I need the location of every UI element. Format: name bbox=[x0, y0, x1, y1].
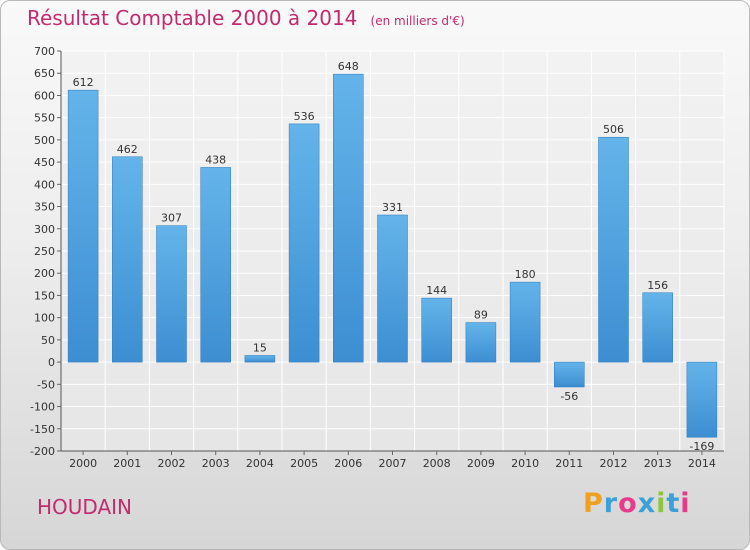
y-tick-label: -100 bbox=[30, 401, 55, 414]
value-label: 180 bbox=[515, 268, 536, 281]
y-tick-label: 350 bbox=[34, 201, 55, 214]
logo-letter: t bbox=[666, 488, 681, 519]
x-tick-label: 2011 bbox=[555, 457, 583, 470]
bar bbox=[598, 136, 629, 363]
y-tick-label: 200 bbox=[34, 267, 55, 280]
bar bbox=[156, 225, 187, 363]
x-tick-label: 2013 bbox=[644, 457, 672, 470]
x-tick-label: 2004 bbox=[246, 457, 274, 470]
chart-unit-text: (en milliers d'€) bbox=[370, 14, 465, 28]
value-label: 307 bbox=[161, 212, 182, 225]
bar bbox=[465, 322, 497, 363]
proxiti-logo: Proxiti bbox=[583, 488, 691, 519]
x-tick-label: 2000 bbox=[69, 457, 97, 470]
bar bbox=[244, 355, 276, 363]
value-label: -169 bbox=[689, 440, 714, 453]
y-tick-label: 0 bbox=[48, 356, 55, 369]
x-tick-label: 2005 bbox=[290, 457, 318, 470]
x-tick-label: 2010 bbox=[511, 457, 539, 470]
bar bbox=[112, 156, 143, 363]
y-tick-label: 100 bbox=[34, 312, 55, 325]
value-label: 462 bbox=[117, 143, 138, 156]
value-label: 438 bbox=[205, 153, 226, 166]
y-tick-label: 650 bbox=[34, 67, 55, 80]
value-label: 144 bbox=[426, 284, 447, 297]
bar bbox=[67, 89, 99, 363]
chart-title-text: Résultat Comptable 2000 à 2014 bbox=[27, 6, 358, 30]
x-tick-label: 2003 bbox=[202, 457, 230, 470]
y-tick-label: 400 bbox=[34, 178, 55, 191]
value-label: 506 bbox=[603, 123, 624, 136]
bar bbox=[686, 361, 718, 438]
value-label: 15 bbox=[253, 341, 267, 354]
y-tick-label: -150 bbox=[30, 423, 55, 436]
y-tick-label: 250 bbox=[34, 245, 55, 258]
logo-letter: x bbox=[637, 488, 657, 519]
x-tick-label: 2008 bbox=[423, 457, 451, 470]
bar bbox=[642, 292, 673, 363]
value-label: 89 bbox=[474, 309, 488, 322]
y-tick-label: 150 bbox=[34, 289, 55, 302]
bar bbox=[421, 297, 452, 363]
x-tick-label: 2006 bbox=[334, 457, 362, 470]
bar bbox=[288, 123, 320, 363]
y-tick-label: 550 bbox=[34, 112, 55, 125]
bar bbox=[377, 214, 408, 363]
x-tick-label: 2007 bbox=[379, 457, 407, 470]
y-tick-label: 450 bbox=[34, 156, 55, 169]
value-label: 536 bbox=[294, 110, 315, 123]
bar bbox=[200, 167, 231, 363]
value-label: -56 bbox=[560, 390, 578, 403]
logo-letter: r bbox=[603, 488, 619, 519]
bar bbox=[333, 73, 364, 363]
commune-name: HOUDAIN bbox=[37, 495, 133, 519]
logo-letter: i bbox=[656, 488, 667, 519]
y-tick-label: -50 bbox=[37, 378, 55, 391]
x-tick-label: 2009 bbox=[467, 457, 495, 470]
y-tick-label: 300 bbox=[34, 223, 55, 236]
y-tick-label: 700 bbox=[34, 45, 55, 58]
value-label: 156 bbox=[647, 279, 668, 292]
logo-letter: o bbox=[618, 488, 638, 519]
bar bbox=[554, 361, 585, 388]
logo-letter: P bbox=[583, 488, 604, 519]
y-tick-label: 600 bbox=[34, 89, 55, 102]
x-tick-label: 2012 bbox=[600, 457, 628, 470]
y-tick-label: -200 bbox=[30, 445, 55, 458]
x-tick-label: 2014 bbox=[688, 457, 716, 470]
logo-letter: i bbox=[680, 488, 691, 519]
y-tick-label: 500 bbox=[34, 134, 55, 147]
x-tick-label: 2001 bbox=[113, 457, 141, 470]
y-tick-label: 50 bbox=[41, 334, 55, 347]
x-tick-label: 2002 bbox=[158, 457, 186, 470]
value-label: 648 bbox=[338, 60, 359, 73]
bar bbox=[509, 281, 541, 363]
value-label: 612 bbox=[73, 76, 94, 89]
chart-title: Résultat Comptable 2000 à 2014 (en milli… bbox=[27, 6, 465, 30]
value-label: 331 bbox=[382, 201, 403, 214]
